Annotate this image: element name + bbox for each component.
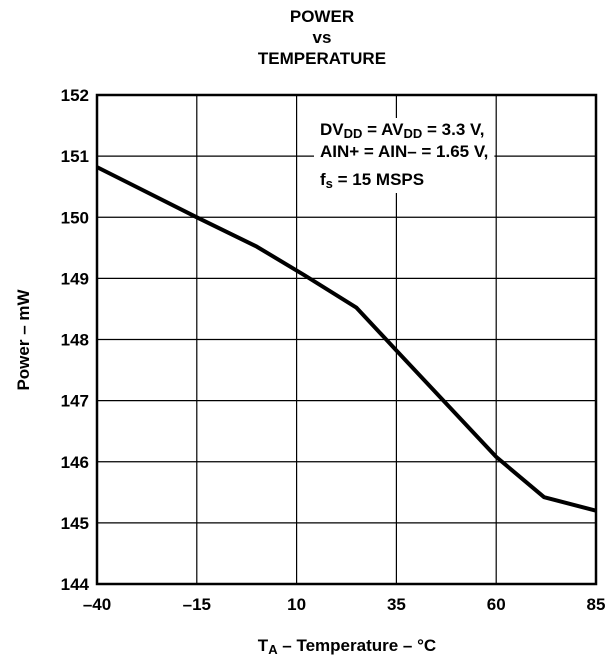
chart-title: POWER vs TEMPERATURE [258,7,386,68]
x-tick-label: 60 [487,595,506,614]
x-tick-label: 85 [587,595,606,614]
annotation-line-input: AIN+ = AIN– = 1.65 V, [320,142,488,161]
y-tick-label: 145 [61,514,89,533]
y-tick-label: 148 [61,331,89,350]
x-tick-label: 10 [287,595,306,614]
title-line-2: vs [313,28,332,47]
x-tick-label: –15 [183,595,211,614]
y-tick-labels: 144 145 146 147 148 149 150 151 152 [61,86,90,594]
y-tick-label: 150 [61,208,89,227]
y-tick-label: 151 [61,147,89,166]
y-tick-label: 146 [61,453,89,472]
x-tick-label: 35 [387,595,406,614]
x-tick-labels: –40 –15 10 35 60 85 [83,595,606,614]
y-tick-label: 149 [61,269,89,288]
annotation-line-sample-rate: fs = 15 MSPS [320,170,424,191]
y-tick-label: 152 [61,86,89,105]
y-tick-label: 147 [61,392,89,411]
y-axis-label: Power – mW [14,289,33,391]
title-line-1: POWER [290,7,354,26]
title-line-3: TEMPERATURE [258,49,386,68]
x-tick-label: –40 [83,595,111,614]
y-tick-label: 144 [61,575,90,594]
x-axis-label: TA – Temperature – °C [258,636,436,657]
